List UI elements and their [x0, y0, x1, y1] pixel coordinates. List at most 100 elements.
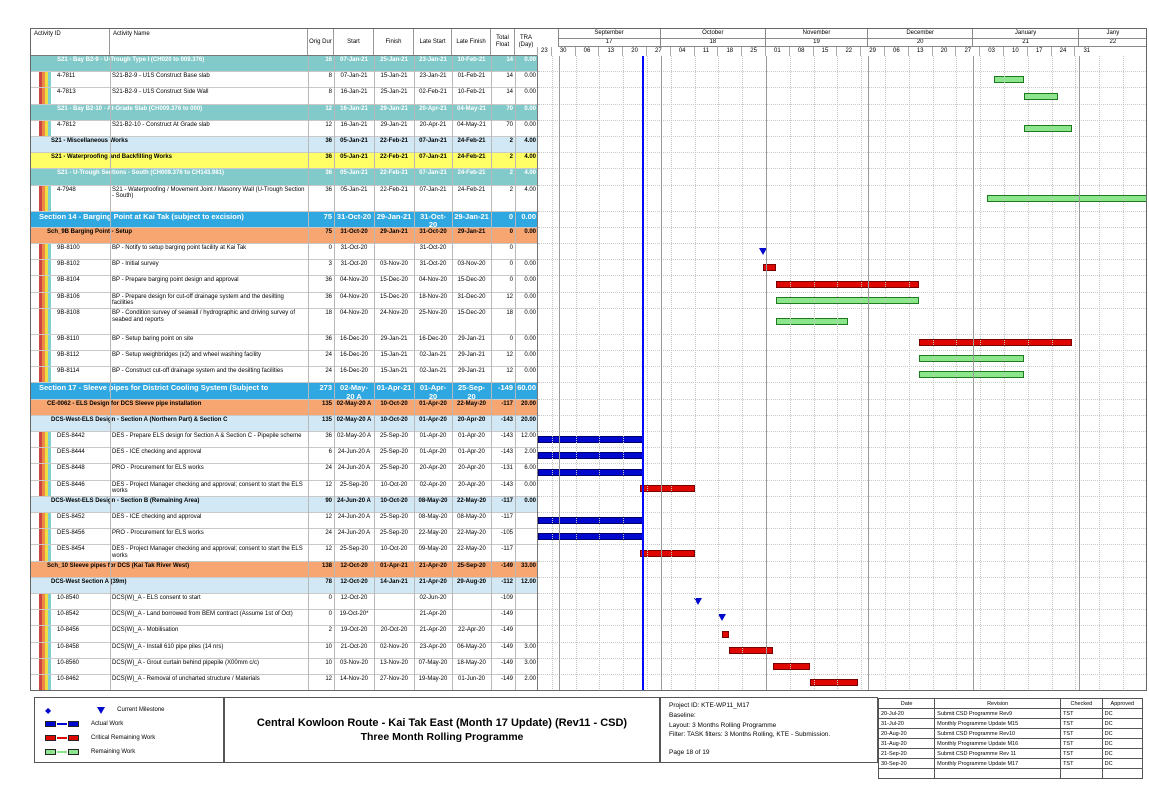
activity-name-cell: DES - ICE checking and approval [110, 448, 308, 463]
value-cell-tf: 2 [491, 186, 515, 211]
value-cell-lf [452, 594, 491, 609]
table-row[interactable]: 4-7813S21-B2-9 - U1S Construct Side Wall… [31, 88, 538, 104]
project-info-line [669, 740, 877, 748]
revision-cell: DC [1102, 739, 1142, 749]
table-row[interactable]: S21 - Bay B2-10 - At-Grade Slab (CH009.3… [31, 105, 538, 121]
gantt-bar-critical[interactable] [640, 485, 694, 492]
table-row[interactable]: Sch_9B Barging Point - Setup7531-Oct-202… [31, 228, 538, 244]
gantt-bar-critical[interactable] [773, 663, 810, 670]
table-row[interactable]: 9B-8110BP - Setup baring point on site36… [31, 335, 538, 351]
table-row[interactable]: DES-8444DES - ICE checking and approval6… [31, 448, 538, 464]
value-cell-tf: 70 [491, 121, 515, 136]
activity-name-cell: DCS(W)_A - Grout curtain behind pipepile… [110, 659, 308, 674]
table-row[interactable]: S21 - Waterproofing and Backfilling Work… [31, 153, 538, 169]
value-cell-st: 02-May-20 A [334, 383, 374, 398]
table-row[interactable]: 4-7812S21-B2-10 - Construct At Grade sla… [31, 121, 538, 137]
gantt-bar-critical[interactable] [722, 631, 729, 638]
table-row[interactable]: DCS-West Section A (39m)7812-Oct-2014-Ja… [31, 578, 538, 594]
value-cell-fn: 10-Oct-20 [374, 416, 414, 431]
table-row[interactable]: DES-8442DES - Prepare ELS design for Sec… [31, 432, 538, 448]
table-row[interactable]: 10-8542DCS(W)_A - Land borrowed from BEM… [31, 610, 538, 626]
value-cell-fn: 01-Apr-21 [374, 562, 414, 577]
value-cell-st: 16-Jan-21 [334, 88, 374, 103]
value-cell-od: 36 [308, 186, 334, 211]
week-gridline [742, 56, 743, 691]
table-row[interactable]: DES-8452DES - ICE checking and approval1… [31, 513, 538, 529]
chart-row-separator [538, 496, 1147, 497]
table-row[interactable]: 9B-8108BP - Condition survey of seawall … [31, 309, 538, 335]
table-row[interactable]: S21 - U-Trough Sections - South (CH009.3… [31, 169, 538, 185]
gantt-bar-actual[interactable] [538, 452, 644, 459]
activity-id-cell: 9B-8104 [31, 276, 110, 291]
table-row[interactable]: 10-8462DCS(W)_A - Removal of uncharted s… [31, 675, 538, 691]
table-row[interactable]: S21 - Miscellaneous Works3605-Jan-2122-F… [31, 137, 538, 153]
gantt-bar-actual[interactable] [538, 533, 644, 540]
gantt-bar-remaining[interactable] [919, 371, 1024, 378]
gantt-bar-remaining[interactable] [1024, 125, 1072, 132]
value-cell-ls: 25-Nov-20 [414, 309, 452, 334]
table-row[interactable]: 10-8458DCS(W)_A - Install 610 pipe piles… [31, 643, 538, 659]
value-cell-ls: 02-Apr-20 [414, 481, 452, 496]
table-row[interactable]: 9B-8112BP - Setup weighbridges (x2) and … [31, 351, 538, 367]
chart-row-separator [538, 642, 1147, 643]
value-cell-lf: 20-Apr-20 [452, 481, 491, 496]
gantt-bar-critical[interactable] [640, 550, 694, 557]
gantt-bar-critical[interactable] [810, 679, 858, 686]
table-row[interactable]: 4-7948S21 - Waterproofing / Movement Joi… [31, 186, 538, 212]
chart-row-separator [538, 544, 1147, 545]
table-row[interactable]: DCS-West-ELS Design - Section B (Remaini… [31, 497, 538, 513]
gantt-bar-actual[interactable] [538, 469, 644, 476]
value-cell-tf: 2 [491, 153, 515, 168]
table-row[interactable]: 9B-8102BP - Initial survey331-Oct-2003-N… [31, 260, 538, 276]
table-row[interactable]: Section 17 - Sleeve pipes for District C… [31, 383, 538, 399]
value-cell-ls: 08-May-20 [414, 513, 452, 528]
table-row[interactable]: 10-8540DCS(W)_A - ELS consent to start01… [31, 594, 538, 610]
value-cell-od: 24 [308, 351, 334, 366]
value-cell-st: 05-Jan-21 [334, 169, 374, 184]
gantt-bar-remaining[interactable] [994, 76, 1025, 83]
table-row[interactable]: DES-8454DES - Project Manager checking a… [31, 545, 538, 561]
table-row[interactable]: 4-7811S21-B2-9 - U1S Construct Base slab… [31, 72, 538, 88]
table-row[interactable]: 9B-8106BP - Prepare design for cut-off d… [31, 293, 538, 309]
table-row[interactable]: DES-8446DES - Project Manager checking a… [31, 481, 538, 497]
table-row[interactable]: Section 14 - Barging Point at Kai Tak (s… [31, 212, 538, 228]
gantt-bar-remaining[interactable] [1024, 93, 1058, 100]
week-gridline [695, 56, 696, 691]
gantt-bar-critical[interactable] [919, 339, 1072, 346]
table-row[interactable]: 10-8456DCS(W)_A - Mobilisation219-Oct-20… [31, 626, 538, 642]
table-row[interactable]: CE-0062 - ELS Design for DCS Sleeve pipe… [31, 400, 538, 416]
project-info-line: Layout: 3 Months Rolling Programme [669, 721, 877, 731]
table-row[interactable]: DCS-West-ELS Design - Section A (Norther… [31, 416, 538, 432]
revision-row: 31-Jul-20Monthly Programme Update M15TST… [879, 719, 1143, 729]
value-cell-fn: 13-Nov-20 [374, 659, 414, 674]
week-gridline [956, 56, 957, 691]
value-cell-lf: 20-Apr-20 [452, 416, 491, 431]
group-title-cell: S21 - U-Trough Sections - South (CH009.3… [31, 169, 308, 184]
table-row[interactable]: S21 - Bay B2-9 - U-Trough Type I (CH020 … [31, 56, 538, 72]
activity-id-cell: DES-8454 [31, 545, 110, 560]
table-row[interactable]: DES-8448PRO - Procurement for ELS works2… [31, 464, 538, 480]
group-title-cell: Section 17 - Sleeve pipes for District C… [31, 383, 308, 398]
value-cell-od: 36 [308, 153, 334, 168]
value-cell-fn: 22-Feb-21 [374, 153, 414, 168]
table-row[interactable]: DES-8456PRO - Procurement for ELS works2… [31, 529, 538, 545]
value-cell-st: 12-Oct-20 [334, 562, 374, 577]
gantt-bar-remaining[interactable] [919, 355, 1024, 362]
month-gridline [661, 56, 662, 691]
table-row[interactable]: 9B-8104BP - Prepare barging point design… [31, 276, 538, 292]
table-row[interactable]: 10-8560DCS(W)_A - Grout curtain behind p… [31, 659, 538, 675]
table-row[interactable]: Sch_10 Sleeve pipes for DCS (Kai Tak Riv… [31, 562, 538, 578]
activity-name-cell: BP - Notify to setup barging point facil… [110, 244, 308, 259]
week-gridline [790, 56, 791, 691]
activity-id-cell: 4-7812 [31, 121, 110, 136]
col-header-start: Start [334, 29, 374, 55]
table-row[interactable]: 9B-8114BP - Construct cut-off drainage s… [31, 367, 538, 383]
gantt-bar-actual[interactable] [538, 436, 644, 443]
column-gridline [308, 56, 309, 691]
table-row[interactable]: 9B-8100BP - Notify to setup barging poin… [31, 244, 538, 260]
gantt-bar-actual[interactable] [538, 517, 644, 524]
gantt-bar-remaining[interactable] [776, 297, 919, 304]
gantt-bar-critical[interactable] [776, 281, 919, 288]
gantt-bar-critical[interactable] [763, 264, 777, 271]
column-gridline [414, 56, 415, 691]
